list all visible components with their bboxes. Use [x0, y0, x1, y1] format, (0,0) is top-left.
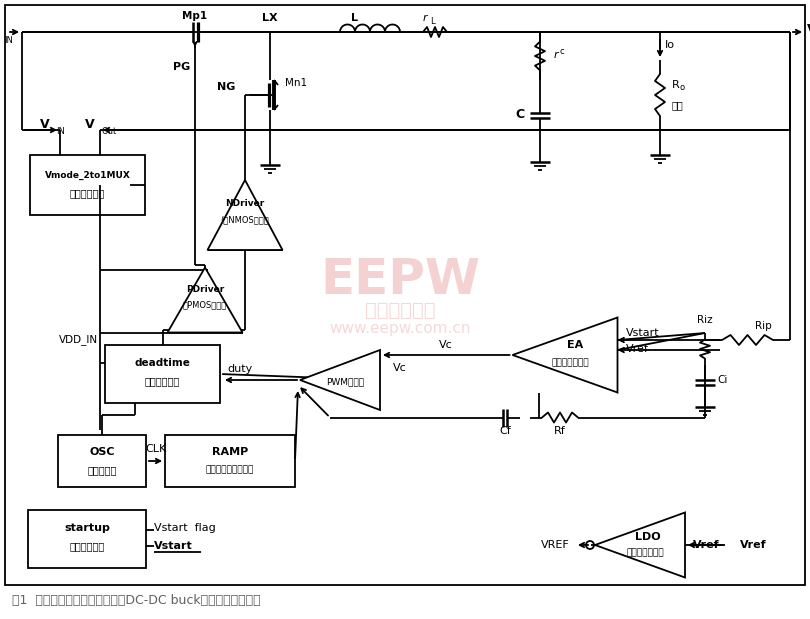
Text: www.eepw.com.cn: www.eepw.com.cn — [329, 321, 471, 335]
Text: duty: duty — [228, 364, 253, 374]
Text: （死区控制）: （死区控制） — [145, 376, 180, 386]
Text: NDriver: NDriver — [225, 199, 265, 207]
Text: Rip: Rip — [755, 321, 772, 331]
Polygon shape — [207, 180, 283, 250]
Text: Ci: Ci — [717, 375, 727, 385]
Text: Mn1: Mn1 — [285, 78, 307, 88]
Text: 图1  高效率、低功耗、快速响应DC-DC buck变换器整体架构图: 图1 高效率、低功耗、快速响应DC-DC buck变换器整体架构图 — [12, 594, 261, 607]
Text: Vmode_2to1MUX: Vmode_2to1MUX — [45, 170, 130, 180]
Text: （PMOS驱动）: （PMOS驱动） — [183, 300, 227, 310]
Text: Riz: Riz — [697, 315, 713, 325]
Text: PG: PG — [173, 62, 190, 72]
Text: IN: IN — [4, 36, 13, 45]
Text: V: V — [807, 23, 810, 37]
Text: C: C — [515, 108, 524, 121]
Text: L: L — [352, 13, 359, 23]
Text: LDO: LDO — [635, 532, 661, 542]
Polygon shape — [300, 350, 380, 410]
Text: Vstart: Vstart — [154, 541, 193, 551]
Text: o: o — [680, 84, 685, 92]
Text: Vc: Vc — [393, 363, 407, 373]
Text: VREF: VREF — [541, 540, 570, 550]
Text: （锄齿波产生电路）: （锄齿波产生电路） — [206, 465, 254, 475]
Text: Mp1: Mp1 — [182, 11, 207, 21]
Text: NG: NG — [216, 82, 235, 92]
Bar — [28, 510, 146, 568]
Bar — [105, 345, 220, 403]
Text: （线性稳压器）: （线性稳压器） — [626, 548, 664, 558]
Bar — [30, 155, 145, 215]
Text: 电子产品世界: 电子产品世界 — [364, 300, 435, 319]
Text: OSC: OSC — [89, 447, 115, 457]
Text: 负载: 负载 — [672, 100, 684, 110]
Text: c: c — [560, 48, 565, 56]
Text: EA: EA — [567, 340, 583, 350]
Text: （电源切换）: （电源切换） — [70, 188, 105, 198]
Text: Vref: Vref — [693, 540, 719, 550]
Text: L: L — [429, 17, 434, 27]
Text: PDriver: PDriver — [185, 285, 224, 295]
Polygon shape — [595, 513, 685, 578]
Text: RAMP: RAMP — [212, 447, 248, 457]
Text: Rf: Rf — [554, 426, 566, 436]
Text: Cf: Cf — [499, 426, 511, 436]
Text: Vref: Vref — [740, 540, 766, 550]
Text: V: V — [85, 118, 95, 131]
Polygon shape — [168, 267, 242, 332]
Text: startup: startup — [64, 523, 110, 533]
Text: CLK: CLK — [145, 444, 166, 454]
Text: r: r — [423, 13, 428, 23]
Text: Io: Io — [665, 40, 675, 50]
Text: deadtime: deadtime — [134, 358, 190, 368]
Text: Vstart  flag: Vstart flag — [154, 523, 215, 533]
Text: Vref: Vref — [625, 344, 648, 354]
Text: VDD_IN: VDD_IN — [59, 334, 98, 345]
Text: Vstart: Vstart — [625, 328, 659, 338]
Text: （误差放大器）: （误差放大器） — [551, 358, 589, 368]
Text: （启动电路）: （启动电路） — [70, 541, 104, 551]
Text: R: R — [672, 80, 680, 90]
Text: r: r — [554, 50, 559, 60]
Text: EEPW: EEPW — [320, 256, 480, 304]
Text: V: V — [40, 118, 50, 131]
Text: Out: Out — [101, 126, 117, 136]
Text: （振荡器）: （振荡器） — [87, 465, 117, 475]
Bar — [58, 435, 146, 487]
Bar — [165, 435, 295, 487]
Text: (一NMOS驱动）: (一NMOS驱动） — [220, 215, 270, 225]
Text: Vc: Vc — [439, 340, 453, 350]
Text: PWM比较器: PWM比较器 — [326, 378, 364, 386]
Text: LX: LX — [262, 13, 278, 23]
Text: IN: IN — [56, 126, 65, 136]
Polygon shape — [513, 318, 617, 392]
